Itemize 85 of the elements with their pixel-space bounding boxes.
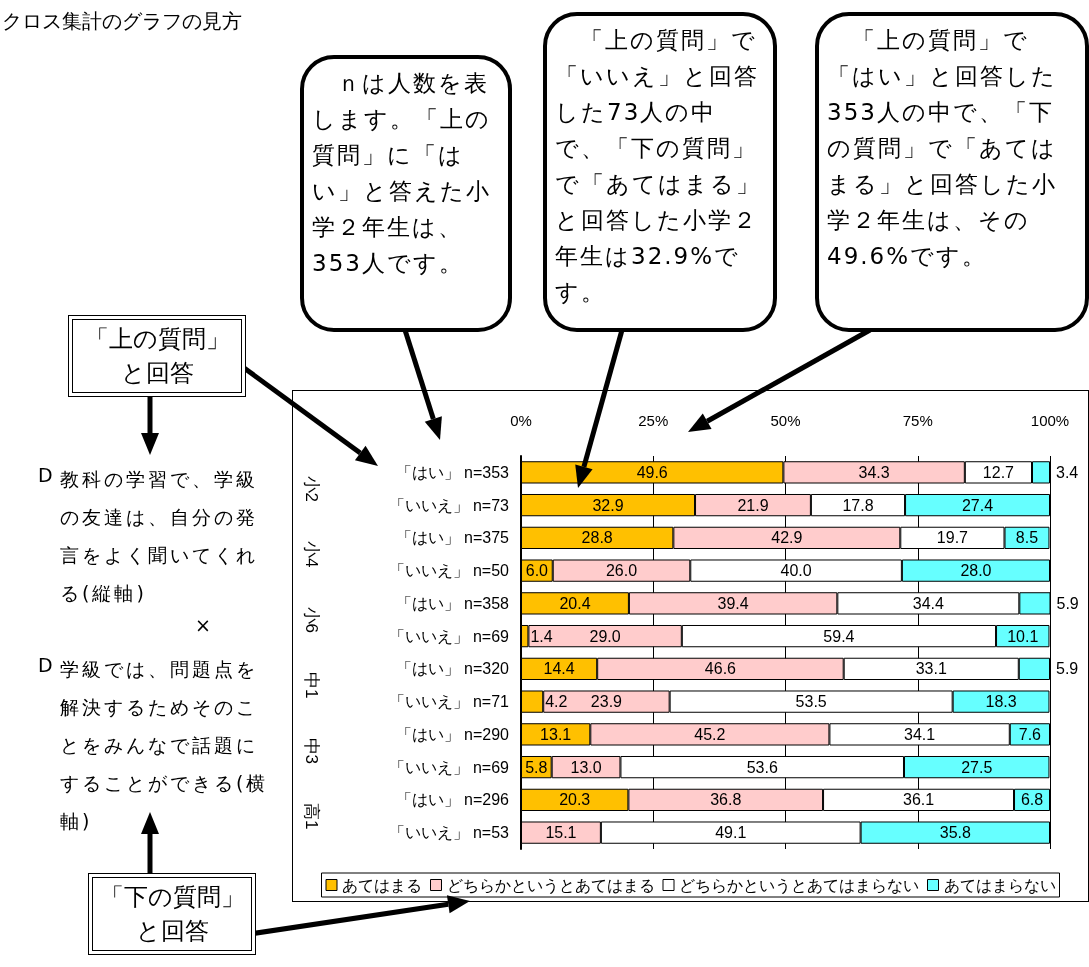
y-tick-label: 「いいえ」 n=69 (388, 627, 510, 645)
legend-label: どちらかというとあてはまらない (679, 876, 919, 895)
data-label: 8.5 (1015, 529, 1039, 547)
data-label: 35.8 (939, 824, 971, 842)
data-label: 45.2 (694, 725, 726, 743)
data-label: 27.5 (961, 758, 993, 776)
text: D (38, 463, 56, 488)
data-label: 34.1 (904, 725, 936, 743)
data-label: 18.3 (985, 693, 1017, 711)
data-label: 20.4 (559, 594, 591, 612)
data-label: 42.9 (771, 529, 803, 547)
text: クロス集計のグラフの見方 (2, 8, 242, 35)
data-label: 14.4 (543, 660, 575, 678)
data-label: 26.0 (605, 562, 638, 580)
text: 中3 (301, 737, 321, 764)
data-label: 28.8 (581, 529, 613, 547)
data-label: 36.1 (902, 791, 935, 809)
speech-bubble: 「上の質問」で「いいえ」と回答した73人の中で、「下の質問」で「あてはまる」と回答した小学２年生は32.9%です。 (543, 12, 777, 332)
text: 「下の質問」と回答 (92, 877, 252, 951)
y-tick-label: 「いいえ」 n=69 (388, 758, 510, 776)
data-label: 6.8 (1020, 791, 1044, 809)
text: × (195, 613, 214, 638)
data-label: 19.7 (936, 529, 969, 547)
y-tick-label: 「はい」 n=296 (395, 791, 510, 809)
text: 中1 (301, 672, 321, 699)
data-label: 7.6 (1018, 725, 1042, 743)
data-label: 6.0 (525, 562, 549, 580)
text: 小4 (301, 541, 321, 568)
y-tick-label: 「いいえ」 n=73 (388, 496, 510, 514)
data-label: 34.3 (858, 463, 890, 481)
data-label: 17.8 (842, 496, 874, 514)
data-label: 32.9 (592, 496, 624, 514)
data-label: 49.1 (715, 824, 747, 842)
data-label: 49.6 (636, 463, 668, 481)
data-label: 39.4 (717, 594, 749, 612)
y-tick-label: 「はい」 n=375 (395, 529, 510, 547)
data-label: 53.6 (746, 758, 778, 776)
legend-label: あてはまらない (943, 876, 1056, 894)
data-label: 5.8 (525, 758, 548, 776)
text: 教科の学習で、学級の友達は、自分の発言をよく聞いてくれる(縦軸) (60, 467, 259, 606)
x-tick-label: 0% (510, 412, 532, 429)
data-label: 28.0 (960, 562, 992, 580)
data-label: 1.4 (530, 627, 553, 645)
data-label: 34.4 (912, 594, 944, 612)
data-label: 4.2 (545, 693, 568, 711)
y-tick-label: 「いいえ」 n=50 (388, 562, 510, 580)
data-label: 13.0 (570, 758, 602, 776)
data-label: 5.9 (1056, 594, 1079, 612)
data-label: 29.0 (589, 627, 621, 645)
y-tick-label: 「はい」 n=353 (395, 463, 510, 481)
data-label: 21.9 (737, 496, 769, 514)
data-label: 46.6 (704, 660, 737, 678)
data-label: 20.3 (559, 791, 591, 809)
text: 「上の質問」と回答 (72, 319, 242, 393)
data-label: 53.5 (795, 693, 827, 711)
data-label: 5.9 (1056, 660, 1079, 678)
data-label: 15.1 (545, 824, 577, 842)
data-label: 59.4 (823, 627, 855, 645)
speech-bubble: 「上の質問」で「はい」と回答した353人の中で、「下の質問」で「あてはまる」と回答した小学２年生は、その49.6%です。 (815, 12, 1089, 332)
text: 小2 (301, 475, 321, 502)
text: D (38, 653, 56, 678)
y-tick-label: 「はい」 n=320 (395, 660, 510, 678)
data-label: 10.1 (1007, 627, 1039, 645)
legend-label: どちらかというとあてはまる (446, 876, 655, 895)
x-tick-label: 25% (638, 412, 669, 429)
x-tick-label: 50% (770, 412, 801, 429)
legend-label: あてはまる (342, 876, 422, 894)
data-label: 13.1 (540, 725, 572, 743)
text: 学級では、問題点を解決するためそのことをみんなで話題にすることができる(横軸) (60, 657, 270, 834)
text: 小6 (301, 606, 321, 633)
data-label: 40.0 (780, 562, 812, 580)
y-tick-label: 「はい」 n=358 (395, 594, 510, 612)
speech-bubble: ｎは人数を表します。「上の質問」に「はい」と答えた小学２年生は、353人です。 (300, 55, 512, 332)
data-label: 3.4 (1056, 463, 1079, 481)
y-tick-label: 「いいえ」 n=53 (388, 824, 510, 842)
data-label: 23.9 (590, 693, 623, 711)
data-label: 27.4 (961, 496, 994, 514)
x-tick-label: 100% (1030, 412, 1070, 429)
y-tick-label: 「はい」 n=290 (395, 725, 510, 743)
data-label: 12.7 (982, 463, 1015, 481)
text: 高1 (301, 803, 321, 830)
x-tick-label: 75% (902, 412, 933, 429)
y-tick-label: 「いいえ」 n=71 (388, 693, 510, 711)
data-label: 36.8 (710, 791, 742, 809)
data-label: 33.1 (915, 660, 947, 678)
